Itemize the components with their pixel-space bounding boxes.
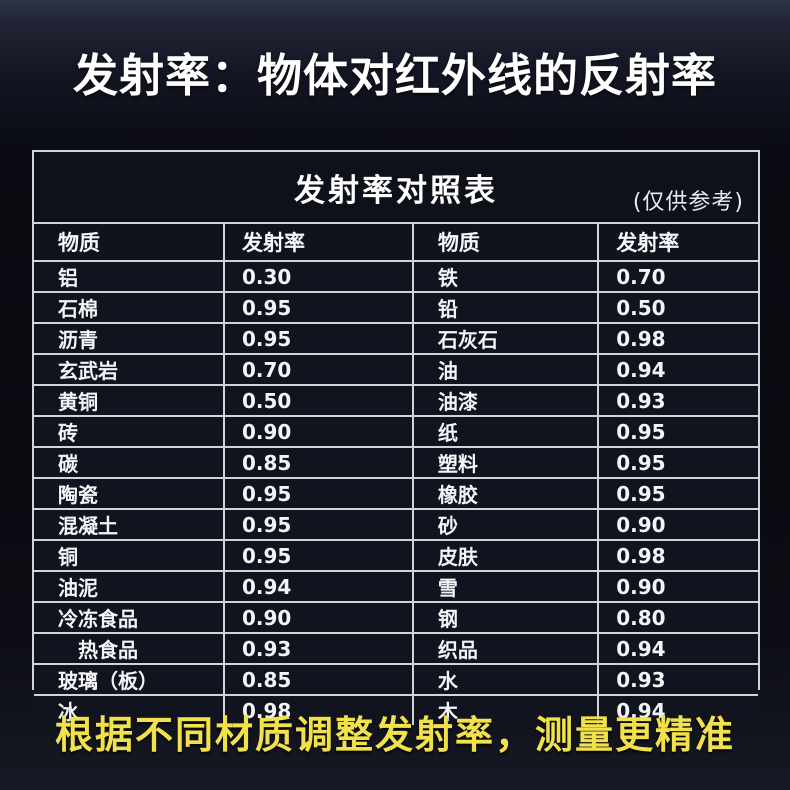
material-cell: 塑料	[411, 448, 597, 477]
emissivity-cell: 0.94	[597, 355, 758, 384]
material-cell: 陶瓷	[58, 483, 98, 507]
emissivity-cell: 0.85	[222, 665, 412, 694]
emissivity-cell: 0.80	[597, 603, 758, 632]
table-row: 铝 0.30 铁 0.70	[34, 262, 758, 291]
emissivity-cell: 0.50	[222, 386, 412, 415]
emissivity-cell: 0.93	[597, 386, 758, 415]
emissivity-cell: 0.95	[222, 293, 412, 322]
table-row: 沥青 0.95 石灰石 0.98	[34, 322, 758, 353]
material-cell: 油	[411, 355, 597, 384]
table-row: 油泥 0.94 雪 0.90	[34, 570, 758, 601]
emissivity-cell: 0.70	[222, 355, 412, 384]
material-cell: 织品	[411, 634, 597, 663]
emissivity-cell: 0.94	[597, 634, 758, 663]
emissivity-cell: 0.95	[222, 541, 412, 570]
emissivity-cell: 0.98	[222, 696, 412, 725]
material-cell: 黄铜	[58, 390, 98, 414]
material-cell: 混凝土	[58, 514, 118, 538]
material-header: 物质	[411, 224, 597, 260]
material-cell: 橡胶	[411, 479, 597, 508]
emissivity-cell: 0.90	[597, 510, 758, 539]
table-row: 混凝土 0.95 砂 0.90	[34, 508, 758, 539]
emissivity-cell: 0.93	[222, 634, 412, 663]
emissivity-cell: 0.85	[222, 448, 412, 477]
material-cell: 水	[411, 665, 597, 694]
emissivity-cell: 0.30	[222, 262, 412, 291]
emissivity-cell: 0.95	[222, 479, 412, 508]
emissivity-cell: 0.70	[597, 262, 758, 291]
table-title: 发射率对照表	[294, 172, 498, 209]
emissivity-cell: 0.95	[222, 510, 412, 539]
table-row: 碳 0.85 塑料 0.95	[34, 446, 758, 477]
material-cell: 玄武岩	[58, 359, 118, 383]
emissivity-cell: 0.90	[222, 603, 412, 632]
material-cell: 砂	[411, 510, 597, 539]
material-cell: 冷冻食品	[58, 607, 138, 631]
material-cell: 石灰石	[411, 324, 597, 353]
emissivity-cell: 0.93	[597, 665, 758, 694]
material-header: 物质	[58, 231, 100, 255]
table-row: 玻璃（板） 0.85 水 0.93	[34, 663, 758, 694]
material-cell: 石棉	[58, 297, 98, 321]
emissivity-cell: 0.95	[597, 417, 758, 446]
table-body: 铝 0.30 铁 0.70 石棉 0.95 铅 0.50 沥青 0.95 石灰石…	[34, 262, 758, 725]
emissivity-cell: 0.98	[597, 324, 758, 353]
table-row: 铜 0.95 皮肤 0.98	[34, 539, 758, 570]
table-row: 冰 0.98 木 0.94	[34, 694, 758, 725]
material-cell: 纸	[411, 417, 597, 446]
table-row: 砖 0.90 纸 0.95	[34, 415, 758, 446]
table-row: 黄铜 0.50 油漆 0.93	[34, 384, 758, 415]
table-row: 玄武岩 0.70 油 0.94	[34, 353, 758, 384]
material-cell: 铅	[411, 293, 597, 322]
table-row: 陶瓷 0.95 橡胶 0.95	[34, 477, 758, 508]
table-title-row: 发射率对照表 (仅供参考)	[34, 152, 758, 222]
material-cell: 油泥	[58, 576, 98, 600]
material-cell: 皮肤	[411, 541, 597, 570]
table-row: 冷冻食品 0.90 钢 0.80	[34, 601, 758, 632]
emissivity-cell: 0.94	[222, 572, 412, 601]
emissivity-header: 发射率	[222, 224, 412, 260]
material-cell: 玻璃（板）	[58, 669, 158, 693]
table-row: 石棉 0.95 铅 0.50	[34, 291, 758, 322]
emissivity-cell: 0.90	[597, 572, 758, 601]
material-cell: 钢	[411, 603, 597, 632]
material-cell: 碳	[58, 452, 78, 476]
material-cell: 沥青	[58, 328, 98, 352]
material-cell: 雪	[411, 572, 597, 601]
emissivity-cell: 0.50	[597, 293, 758, 322]
table-header-row: 物质 发射率 物质 发射率	[34, 222, 758, 262]
material-cell: 砖	[58, 421, 78, 445]
emissivity-cell: 0.94	[597, 696, 758, 725]
table-row: 热食品 0.93 织品 0.94	[34, 632, 758, 663]
table-subtitle: (仅供参考)	[632, 190, 744, 215]
emissivity-cell: 0.95	[222, 324, 412, 353]
material-cell: 冰	[58, 700, 78, 724]
emissivity-table: 发射率对照表 (仅供参考) 物质 发射率 物质 发射率 铝 0.30 铁 0.7…	[32, 150, 760, 725]
main-title: 发射率：物体对红外线的反射率	[72, 49, 717, 102]
material-cell: 铁	[411, 262, 597, 291]
emissivity-header: 发射率	[597, 224, 758, 260]
emissivity-cell: 0.90	[222, 417, 412, 446]
material-cell: 热食品	[58, 638, 138, 662]
emissivity-cell: 0.95	[597, 448, 758, 477]
emissivity-cell: 0.98	[597, 541, 758, 570]
footer-tagline: 根据不同材质调整发射率，测量更精准	[54, 713, 735, 757]
material-cell: 铜	[58, 545, 78, 569]
material-cell: 木	[411, 696, 597, 725]
material-cell: 铝	[58, 266, 78, 290]
material-cell: 油漆	[411, 386, 597, 415]
emissivity-cell: 0.95	[597, 479, 758, 508]
